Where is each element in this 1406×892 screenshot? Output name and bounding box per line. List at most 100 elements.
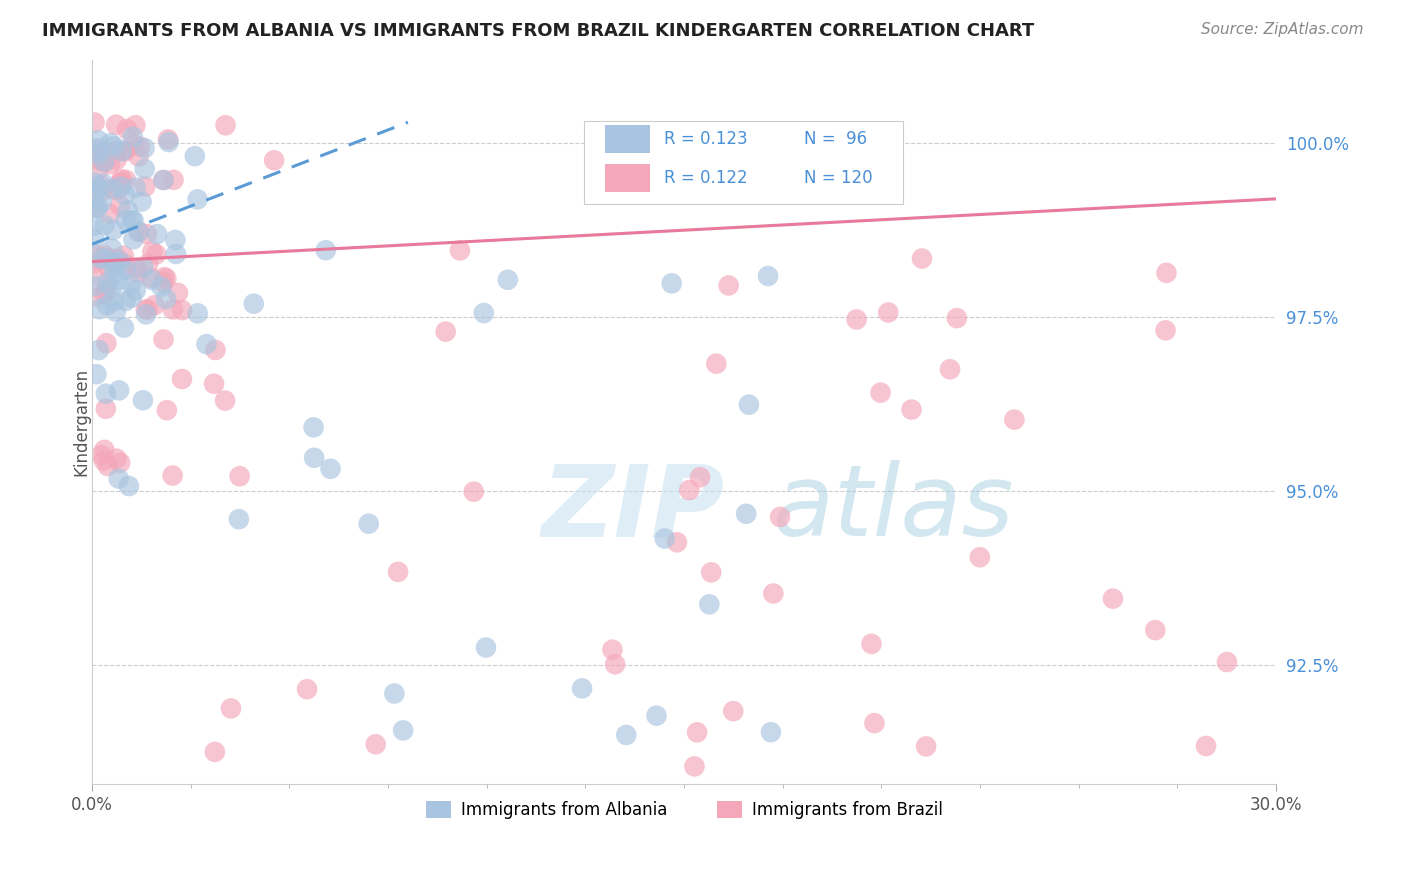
Point: [170, 372, 193, 386]
Point: [364, 737, 387, 751]
Point: [1195, 739, 1218, 753]
Point: [134, 141, 156, 155]
Point: [103, 139, 125, 153]
Point: [121, 291, 143, 305]
Point: [263, 153, 285, 168]
Point: [132, 393, 155, 408]
Point: [863, 716, 886, 731]
Point: [157, 132, 180, 146]
Point: [107, 273, 129, 287]
Point: [117, 203, 139, 218]
Point: [114, 213, 136, 227]
Point: [103, 267, 125, 281]
Point: [83, 199, 105, 213]
Point: [860, 637, 883, 651]
Point: [683, 759, 706, 773]
Point: [83, 115, 105, 129]
Point: [665, 535, 688, 549]
Point: [114, 144, 136, 158]
Point: [195, 337, 218, 351]
Point: [87, 133, 110, 147]
Point: [204, 745, 226, 759]
Point: [127, 266, 149, 280]
Point: [128, 225, 150, 239]
Point: [90, 448, 112, 462]
Point: [87, 163, 110, 178]
Point: [93, 453, 115, 467]
Point: [83, 268, 105, 283]
Point: [128, 139, 150, 153]
Point: [387, 565, 409, 579]
Point: [302, 420, 325, 434]
Point: [162, 173, 184, 187]
Point: [103, 294, 125, 309]
Point: [946, 311, 969, 326]
Point: [83, 256, 105, 270]
Point: [228, 469, 250, 483]
Point: [143, 298, 166, 312]
Point: [111, 175, 134, 189]
Point: [654, 532, 676, 546]
Point: [105, 145, 128, 159]
Point: [112, 320, 135, 334]
Point: [107, 472, 129, 486]
Text: ZIP: ZIP: [543, 460, 725, 558]
Point: [172, 303, 194, 318]
Point: [110, 172, 132, 186]
Point: [87, 200, 110, 214]
Point: [93, 442, 115, 457]
Point: [98, 207, 121, 221]
Point: [84, 289, 107, 303]
Point: [132, 260, 155, 275]
Point: [141, 273, 163, 287]
Point: [605, 657, 627, 672]
Point: [90, 195, 112, 210]
Point: [152, 275, 174, 289]
Point: [152, 173, 174, 187]
Point: [214, 118, 236, 132]
Point: [87, 343, 110, 357]
Point: [155, 292, 177, 306]
Point: [1154, 323, 1177, 337]
Point: [1216, 655, 1239, 669]
Point: [723, 704, 745, 718]
Point: [134, 161, 156, 176]
Point: [96, 298, 118, 312]
Point: [97, 458, 120, 473]
Point: [94, 145, 117, 159]
Point: [122, 137, 145, 152]
Point: [167, 285, 190, 300]
Point: [103, 223, 125, 237]
Point: [219, 701, 242, 715]
Point: [689, 470, 711, 484]
Point: [136, 256, 159, 270]
Point: [939, 362, 962, 376]
Point: [121, 129, 143, 144]
Point: [157, 135, 180, 149]
Point: [121, 213, 143, 227]
Point: [127, 225, 149, 239]
Point: [128, 149, 150, 163]
Point: [139, 270, 162, 285]
Point: [84, 279, 107, 293]
Point: [89, 302, 111, 317]
Point: [661, 277, 683, 291]
Point: [699, 597, 721, 611]
Point: [463, 484, 485, 499]
Point: [202, 376, 225, 391]
Point: [134, 179, 156, 194]
Point: [135, 307, 157, 321]
Point: [110, 255, 132, 269]
Point: [93, 287, 115, 301]
Point: [115, 122, 138, 136]
FancyBboxPatch shape: [583, 121, 903, 204]
Point: [104, 304, 127, 318]
Point: [124, 180, 146, 194]
Point: [111, 145, 134, 159]
Point: [108, 199, 131, 213]
Point: [900, 402, 922, 417]
Point: [686, 725, 709, 739]
Point: [108, 177, 131, 191]
Point: [105, 451, 128, 466]
Point: [103, 183, 125, 197]
